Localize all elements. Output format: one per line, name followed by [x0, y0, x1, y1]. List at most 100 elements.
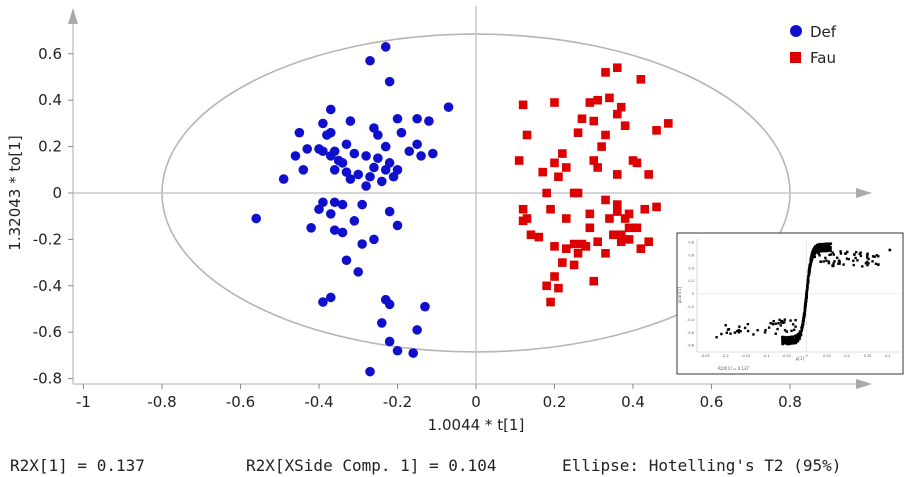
fau-point — [518, 100, 528, 110]
inset-point — [737, 328, 740, 332]
inset-point — [806, 287, 809, 290]
fau-point — [636, 75, 646, 84]
inset-point — [852, 259, 855, 263]
inset-point — [809, 260, 812, 263]
axes — [68, 6, 872, 389]
inset-point — [784, 339, 787, 343]
inset-point — [877, 255, 880, 258]
inset-point — [783, 336, 786, 339]
inset-point — [812, 255, 815, 258]
legend-label-fau: Fau — [810, 49, 836, 67]
fau-point — [585, 98, 595, 107]
inset-point — [805, 290, 808, 293]
fau-point — [644, 237, 653, 247]
def-point — [318, 146, 328, 157]
inset-point — [817, 247, 820, 250]
fau-point — [644, 170, 653, 179]
inset-y-tick-label: -0.2 — [687, 305, 694, 309]
def-point — [349, 216, 360, 226]
inset-point — [784, 341, 787, 344]
x-tick-label: 0.2 — [543, 393, 567, 411]
inset-point — [815, 245, 819, 249]
inset-point — [808, 265, 811, 268]
def-point — [384, 206, 395, 217]
inset-point — [752, 333, 755, 336]
inset-x-tick-label: 0 — [806, 354, 808, 358]
inset-point — [871, 260, 874, 263]
y-tick-label: -0.8 — [33, 370, 62, 388]
inset-y-tick-label: -0.8 — [687, 344, 694, 348]
inset-point — [813, 253, 816, 256]
inset-point — [746, 329, 750, 333]
def-point — [380, 141, 391, 152]
inset-point — [823, 246, 826, 249]
inset-point — [796, 338, 799, 341]
inset-point — [803, 307, 806, 311]
inset-point — [825, 243, 828, 246]
inset-point — [783, 318, 787, 321]
inset-point — [818, 250, 821, 253]
inset-point — [867, 257, 870, 261]
def-point — [318, 118, 328, 129]
inset-point — [781, 339, 784, 342]
def-point — [384, 299, 395, 310]
inset-point — [828, 245, 831, 248]
fau-point — [589, 156, 599, 165]
def-point — [412, 325, 422, 335]
inset-point — [847, 257, 850, 261]
inset-point — [805, 298, 808, 301]
y-tick-label: 0.6 — [38, 45, 62, 63]
inset-y-tick-label: -0.6 — [687, 331, 694, 335]
inset-point — [792, 338, 795, 341]
inset-point — [826, 245, 830, 248]
def-point — [318, 197, 328, 208]
inset-point — [805, 296, 808, 299]
inset-footer: R2X[1] = 0.137 — [718, 366, 750, 371]
inset-point — [735, 329, 739, 333]
def-point — [380, 165, 391, 175]
fau-point — [518, 216, 528, 226]
inset-point — [803, 311, 806, 314]
def-point — [384, 336, 395, 347]
inset-point — [873, 255, 876, 258]
inset-point — [795, 335, 798, 338]
inset-point — [866, 252, 869, 256]
inset-point — [822, 260, 826, 263]
inset-point — [781, 321, 785, 324]
def-point — [443, 102, 454, 112]
y-tick-label: -0.4 — [33, 277, 62, 295]
y-tick-label: 0 — [52, 184, 62, 202]
inset-point — [787, 335, 790, 339]
inset-x-tick-label: 0.05 — [823, 354, 831, 358]
fau-point — [554, 172, 563, 182]
inset-point — [839, 250, 842, 253]
inset-y-tick-labels: 0.8 0.6 0.4 0.2 0 -0.2 -0.4 -0.6 -0.8 — [687, 240, 695, 347]
inset-point — [800, 330, 803, 334]
inset-point — [725, 331, 728, 334]
inset-point — [833, 260, 836, 263]
inset-point — [807, 271, 811, 274]
inset-point — [825, 259, 828, 262]
x-tick-labels: -1 -0.8 -0.6 -0.4 -0.2 0 0.2 0.4 0.6 0.8 — [76, 384, 802, 411]
def-point — [365, 55, 375, 66]
fau-point — [585, 209, 595, 219]
inset-point — [743, 326, 747, 330]
def-point — [412, 113, 422, 124]
inset-point — [827, 242, 831, 245]
fau-point — [546, 297, 555, 307]
inset-point — [778, 318, 781, 322]
def-point — [428, 148, 438, 159]
inset-point — [827, 260, 830, 263]
y-tick-labels: 0.6 0.4 0.2 0 -0.2 -0.4 -0.6 -0.8 — [33, 45, 73, 388]
inset-point — [810, 252, 814, 255]
def-point — [290, 151, 301, 161]
inset-point — [875, 254, 879, 257]
inset-point — [813, 255, 816, 259]
fau-point — [514, 156, 524, 165]
fau-point — [561, 244, 571, 253]
inset-point — [783, 338, 786, 341]
def-point — [337, 227, 348, 238]
inset-point — [835, 256, 839, 259]
inset-point — [824, 249, 828, 252]
